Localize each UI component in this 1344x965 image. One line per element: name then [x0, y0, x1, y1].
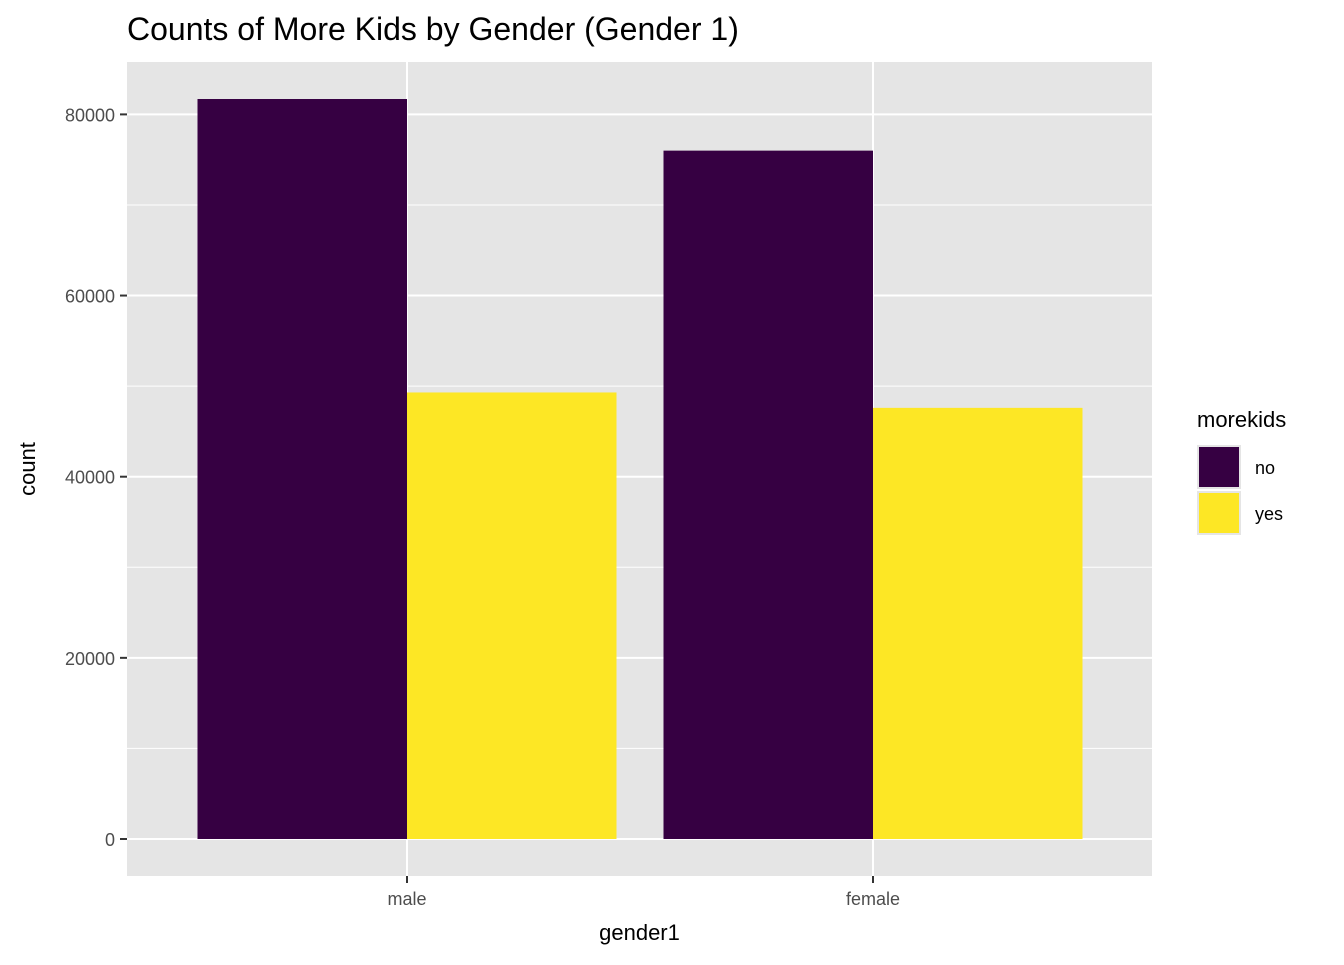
- legend-key-no: [1199, 447, 1239, 487]
- x-tick-label: male: [387, 889, 426, 909]
- legend-key-yes: [1199, 493, 1239, 533]
- bars-layer: [197, 99, 1083, 839]
- y-axis-label: count: [15, 442, 40, 496]
- y-tick-label: 0: [105, 830, 115, 850]
- axis-layer: 0 20000 40000 60000 80000 male female: [65, 105, 900, 909]
- bar-male-yes: [407, 392, 617, 839]
- legend-label-no: no: [1255, 458, 1275, 478]
- chart-title: Counts of More Kids by Gender (Gender 1): [127, 11, 739, 47]
- y-tick-label: 40000: [65, 468, 115, 488]
- y-tick-label: 20000: [65, 649, 115, 669]
- x-tick-label: female: [846, 889, 900, 909]
- bar-male-no: [197, 99, 407, 839]
- y-tick-label: 80000: [65, 105, 115, 125]
- legend-label-yes: yes: [1255, 504, 1283, 524]
- legend-items: no yes: [1197, 445, 1283, 535]
- y-tick-label: 60000: [65, 287, 115, 307]
- x-axis-label: gender1: [599, 920, 680, 945]
- bar-female-yes: [873, 407, 1083, 839]
- legend-title: morekids: [1197, 407, 1286, 432]
- legend: morekids no yes: [1197, 407, 1286, 535]
- bar-female-no: [663, 150, 873, 839]
